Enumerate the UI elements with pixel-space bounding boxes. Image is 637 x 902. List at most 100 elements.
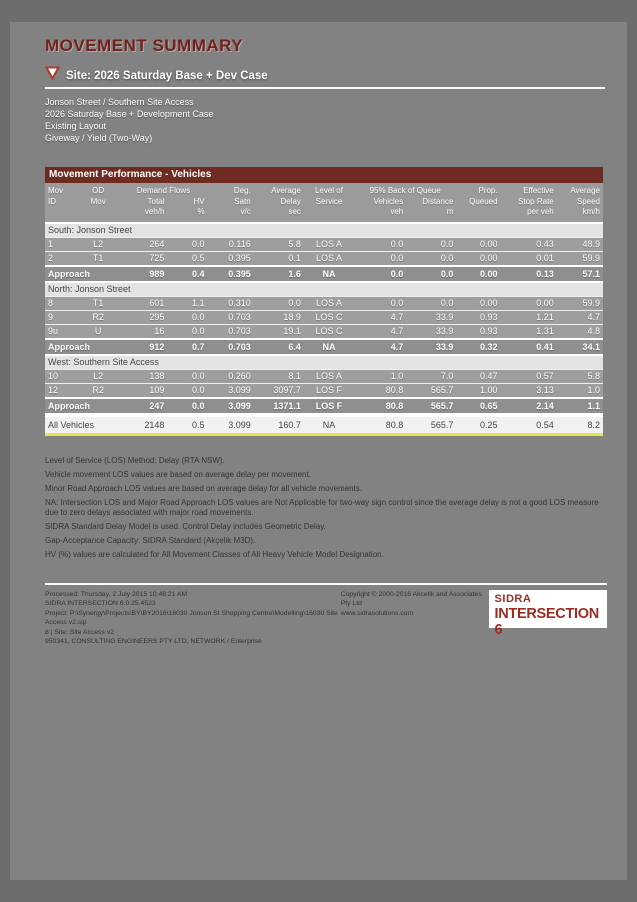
column-header: Queued [456,196,501,207]
divider [45,582,607,585]
cell: 0.41 [500,337,557,355]
cell: 0.93 [456,323,501,339]
column-header: Stop Rate [500,196,557,207]
column-header: sec [253,207,304,223]
od-mov-cell: R2 [77,382,120,398]
cell: 0.0 [406,250,457,266]
cell: 0.00 [456,236,501,251]
cell: 0.0 [167,382,208,398]
cell: 1.1 [167,295,208,310]
cell: 0.5 [167,412,208,433]
column-header: ID [45,196,78,207]
column-header [45,207,78,223]
cell: 59.9 [556,295,603,310]
cell: 0.0 [354,295,407,310]
footnotes-block: Level of Service (LOS) Method: Delay (RT… [45,456,607,561]
cell: 4.7 [354,309,407,324]
cell: NA [303,264,355,282]
giveway-triangle-icon [44,66,61,85]
column-header: veh/h [119,207,168,223]
cell: 0.0 [167,323,208,339]
cell: 247 [119,396,168,415]
cell: 1.0 [354,368,407,383]
cell: 0.703 [207,337,254,355]
report-info-line: Jonson Street / Southern Site Access [45,97,194,107]
cell: 0.25 [456,412,501,433]
column-header [303,207,355,223]
column-header: Level of [303,183,355,197]
od-mov-cell: U [77,323,120,339]
footnote-line: SIDRA Standard Delay Model is used. Cont… [45,522,326,531]
column-header: Total [119,196,168,207]
section-row: West: Southern Site Access [45,353,603,369]
table-row: 9 R2 295 0.0 0.703 18.9 LOS C 4.7 33.9 0.93 1.21 4.… [45,309,603,324]
footer-line: Processed: Thursday, 2 July 2015 10:46:2… [45,590,188,598]
table-row: 2 T1 725 0.5 0.395 0.1 LOS A 0.0 0.0 0.00 0.01 59.9 [45,250,603,266]
cell: 0.43 [500,236,557,251]
cell: LOS A [303,368,355,383]
cell: LOS A [303,236,355,251]
section-label: West: Southern Site Access [45,353,603,369]
column-header: OD [77,183,120,197]
cell: 0.54 [500,412,557,433]
cell: LOS C [303,309,355,324]
site-row: Site: 2026 Saturday Base + Dev Case [44,66,592,85]
cell: 0.0 [354,236,407,251]
column-header: v/c [207,207,254,223]
cell: 8.2 [556,412,603,433]
cell: 0.0 [406,236,457,251]
footer-line: SIDRA INTERSECTION 6.0.25.4523 [45,600,156,607]
od-mov-cell: T1 [77,250,120,266]
table-row: 12 R2 109 0.0 3.099 3097.7 LOS F 80.8 565.7 1.00 3… [45,382,603,398]
column-header: % [167,207,208,223]
cell: 0.47 [456,368,501,383]
od-mov-cell: L2 [77,368,120,383]
cell: 59.9 [556,250,603,266]
column-header: 95% Back of Queue [354,183,457,197]
cell: 8.1 [253,368,304,383]
od-mov-cell: L2 [77,236,120,251]
cell: 0.65 [456,396,501,415]
column-header: Vehicles [354,196,407,207]
footer-copyright-column: Copyright © 2000-2016 Akcelik and Associ… [341,590,489,619]
cell: 1371.1 [253,396,304,415]
report-info-block: Jonson Street / Southern Site Access 2026… [45,96,592,144]
cell: 33.9 [406,323,457,339]
cell: 3.099 [207,396,254,415]
section-label: North: Jonson Street [45,280,603,296]
cell: 0.00 [456,250,501,266]
cell: 0.395 [207,264,254,282]
cell: 565.7 [406,396,457,415]
report-info-line: 2026 Saturday Base + Development Case [45,109,214,119]
column-header: Distance [406,196,457,207]
column-header: Deg. [207,183,254,197]
cell: 4.7 [354,323,407,339]
mov-id-cell: 8 [45,295,78,310]
cell: 0.703 [207,309,254,324]
cell: 7.0 [406,368,457,383]
report-info-line: Giveway / Yield (Two-Way) [45,133,153,143]
column-header: Speed [556,196,603,207]
footer-line: www.sidrasolutions.com [340,609,414,617]
table-row: 1 L2 264 0.0 0.116 5.8 LOS A 0.0 0.0 0.00 0.43 48.9 [45,236,603,251]
od-mov-cell: R2 [77,309,120,324]
table-header-row: veh/h% v/c sec veh m per veh km/h [45,207,603,223]
cell: 295 [119,309,168,324]
cell: 4.7 [556,309,603,324]
cell: 19.1 [253,323,304,339]
site-label: Site: 2026 Saturday Base + Dev Case [66,69,268,82]
footer-line: Project: P:\Synergy\Projects\BY\BY2016\1… [45,609,338,627]
cell: 80.8 [354,412,407,433]
table-accent-bar [45,432,603,436]
sidra-intersection-logo: SIDRA INTERSECTION 6 [488,589,607,638]
cell: 33.9 [406,309,457,324]
column-header: km/h [556,207,603,223]
logo-text-intersection: INTERSECTION 6 [494,605,600,638]
all-vehicles-row: All Vehicles 2148 0.5 3.099 160.7 NA 80.8 565.7… [45,412,603,433]
report-info-line: Existing Layout [45,121,107,131]
cell: 0.00 [456,295,501,310]
cell: 4.8 [556,323,603,339]
performance-table: Mov OD Demand Flows Deg. Average Level of 95% … [45,183,603,433]
logo-text-sidra: SIDRA [494,592,532,605]
